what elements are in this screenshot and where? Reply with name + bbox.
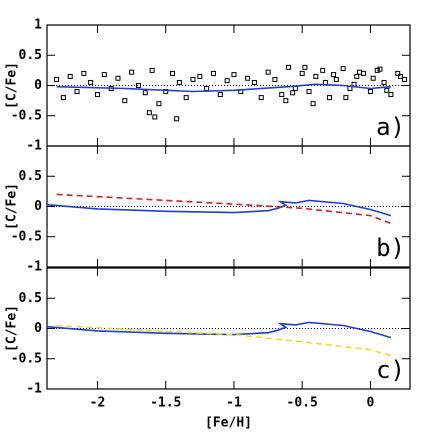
point (81, 70, 87, 76)
point (231, 72, 237, 78)
point (292, 86, 298, 92)
y-tick-label: -0.5 (11, 229, 42, 244)
y-tick-label: -1 (26, 139, 42, 154)
point (402, 76, 408, 82)
x-tick-label: -1 (226, 396, 242, 411)
point (142, 90, 148, 96)
panel-label: c) (376, 356, 405, 384)
y-tick-label: -0.5 (11, 351, 42, 366)
point (354, 73, 360, 79)
y-axis-label: [C/Fe] (5, 183, 20, 230)
point (258, 95, 264, 101)
y-tick-label: 0 (34, 321, 42, 336)
point (60, 95, 66, 101)
point (388, 92, 394, 98)
point (101, 72, 107, 78)
panel-label: b) (376, 234, 405, 262)
point (129, 69, 135, 75)
series-line (46, 199, 392, 217)
x-tick-label: -1.5 (150, 396, 181, 411)
y-tick-label: 0 (34, 199, 42, 214)
point (183, 95, 189, 101)
point (67, 73, 73, 79)
point (135, 83, 141, 88)
point (279, 92, 285, 98)
series-line (56, 193, 392, 225)
point (331, 72, 337, 78)
point (326, 95, 332, 101)
point (94, 92, 100, 98)
point (310, 101, 316, 107)
point (146, 110, 152, 116)
point (374, 67, 380, 73)
point (384, 87, 390, 93)
x-axis-label: [Fe/H] (205, 416, 252, 431)
x-tick-label: -0.5 (287, 396, 318, 411)
point (204, 86, 210, 92)
point (361, 70, 367, 76)
point (74, 89, 80, 95)
point (54, 76, 60, 82)
point (351, 81, 357, 87)
y-tick-label: 0.5 (19, 169, 42, 184)
point (367, 89, 373, 95)
point (197, 73, 203, 79)
point (190, 76, 196, 82)
point (377, 66, 383, 72)
point (340, 66, 346, 72)
point (290, 90, 296, 96)
series-line (46, 321, 392, 339)
y-tick-label: 0 (34, 78, 42, 93)
point (245, 75, 251, 81)
point (265, 69, 271, 75)
y-tick-label: -1 (26, 382, 42, 397)
series-line (56, 83, 391, 93)
y-axis-label: [C/Fe] (5, 62, 20, 109)
point (88, 79, 94, 85)
point (156, 101, 162, 107)
y-tick-label: -0.5 (11, 108, 42, 123)
point (381, 79, 387, 85)
point (320, 67, 326, 73)
point (333, 76, 339, 82)
point (174, 116, 180, 122)
series-line (56, 324, 392, 357)
point (302, 64, 308, 70)
point (217, 92, 223, 98)
y-tick-label: 0.5 (19, 291, 42, 306)
point (395, 70, 401, 76)
y-tick-label: 1 (34, 18, 42, 33)
point (306, 89, 312, 95)
point (170, 70, 176, 76)
point (286, 64, 292, 70)
point (299, 70, 305, 76)
panel-label: a) (376, 113, 405, 141)
point (152, 114, 158, 120)
point (370, 75, 376, 81)
y-axis-label: [C/Fe] (5, 305, 20, 352)
point (210, 70, 216, 76)
y-tick-label: -1 (26, 260, 42, 275)
y-tick-label: 0.5 (19, 48, 42, 63)
point (357, 69, 363, 75)
point (115, 75, 121, 81)
point (343, 95, 349, 101)
x-tick-label: 0 (367, 396, 375, 411)
point (122, 98, 128, 104)
point (283, 98, 289, 104)
point (224, 78, 230, 84)
x-tick-label: -2 (90, 396, 106, 411)
point (313, 73, 319, 79)
point (149, 67, 155, 73)
point (251, 79, 257, 85)
point (272, 76, 278, 82)
point (397, 73, 403, 79)
point (176, 79, 182, 85)
